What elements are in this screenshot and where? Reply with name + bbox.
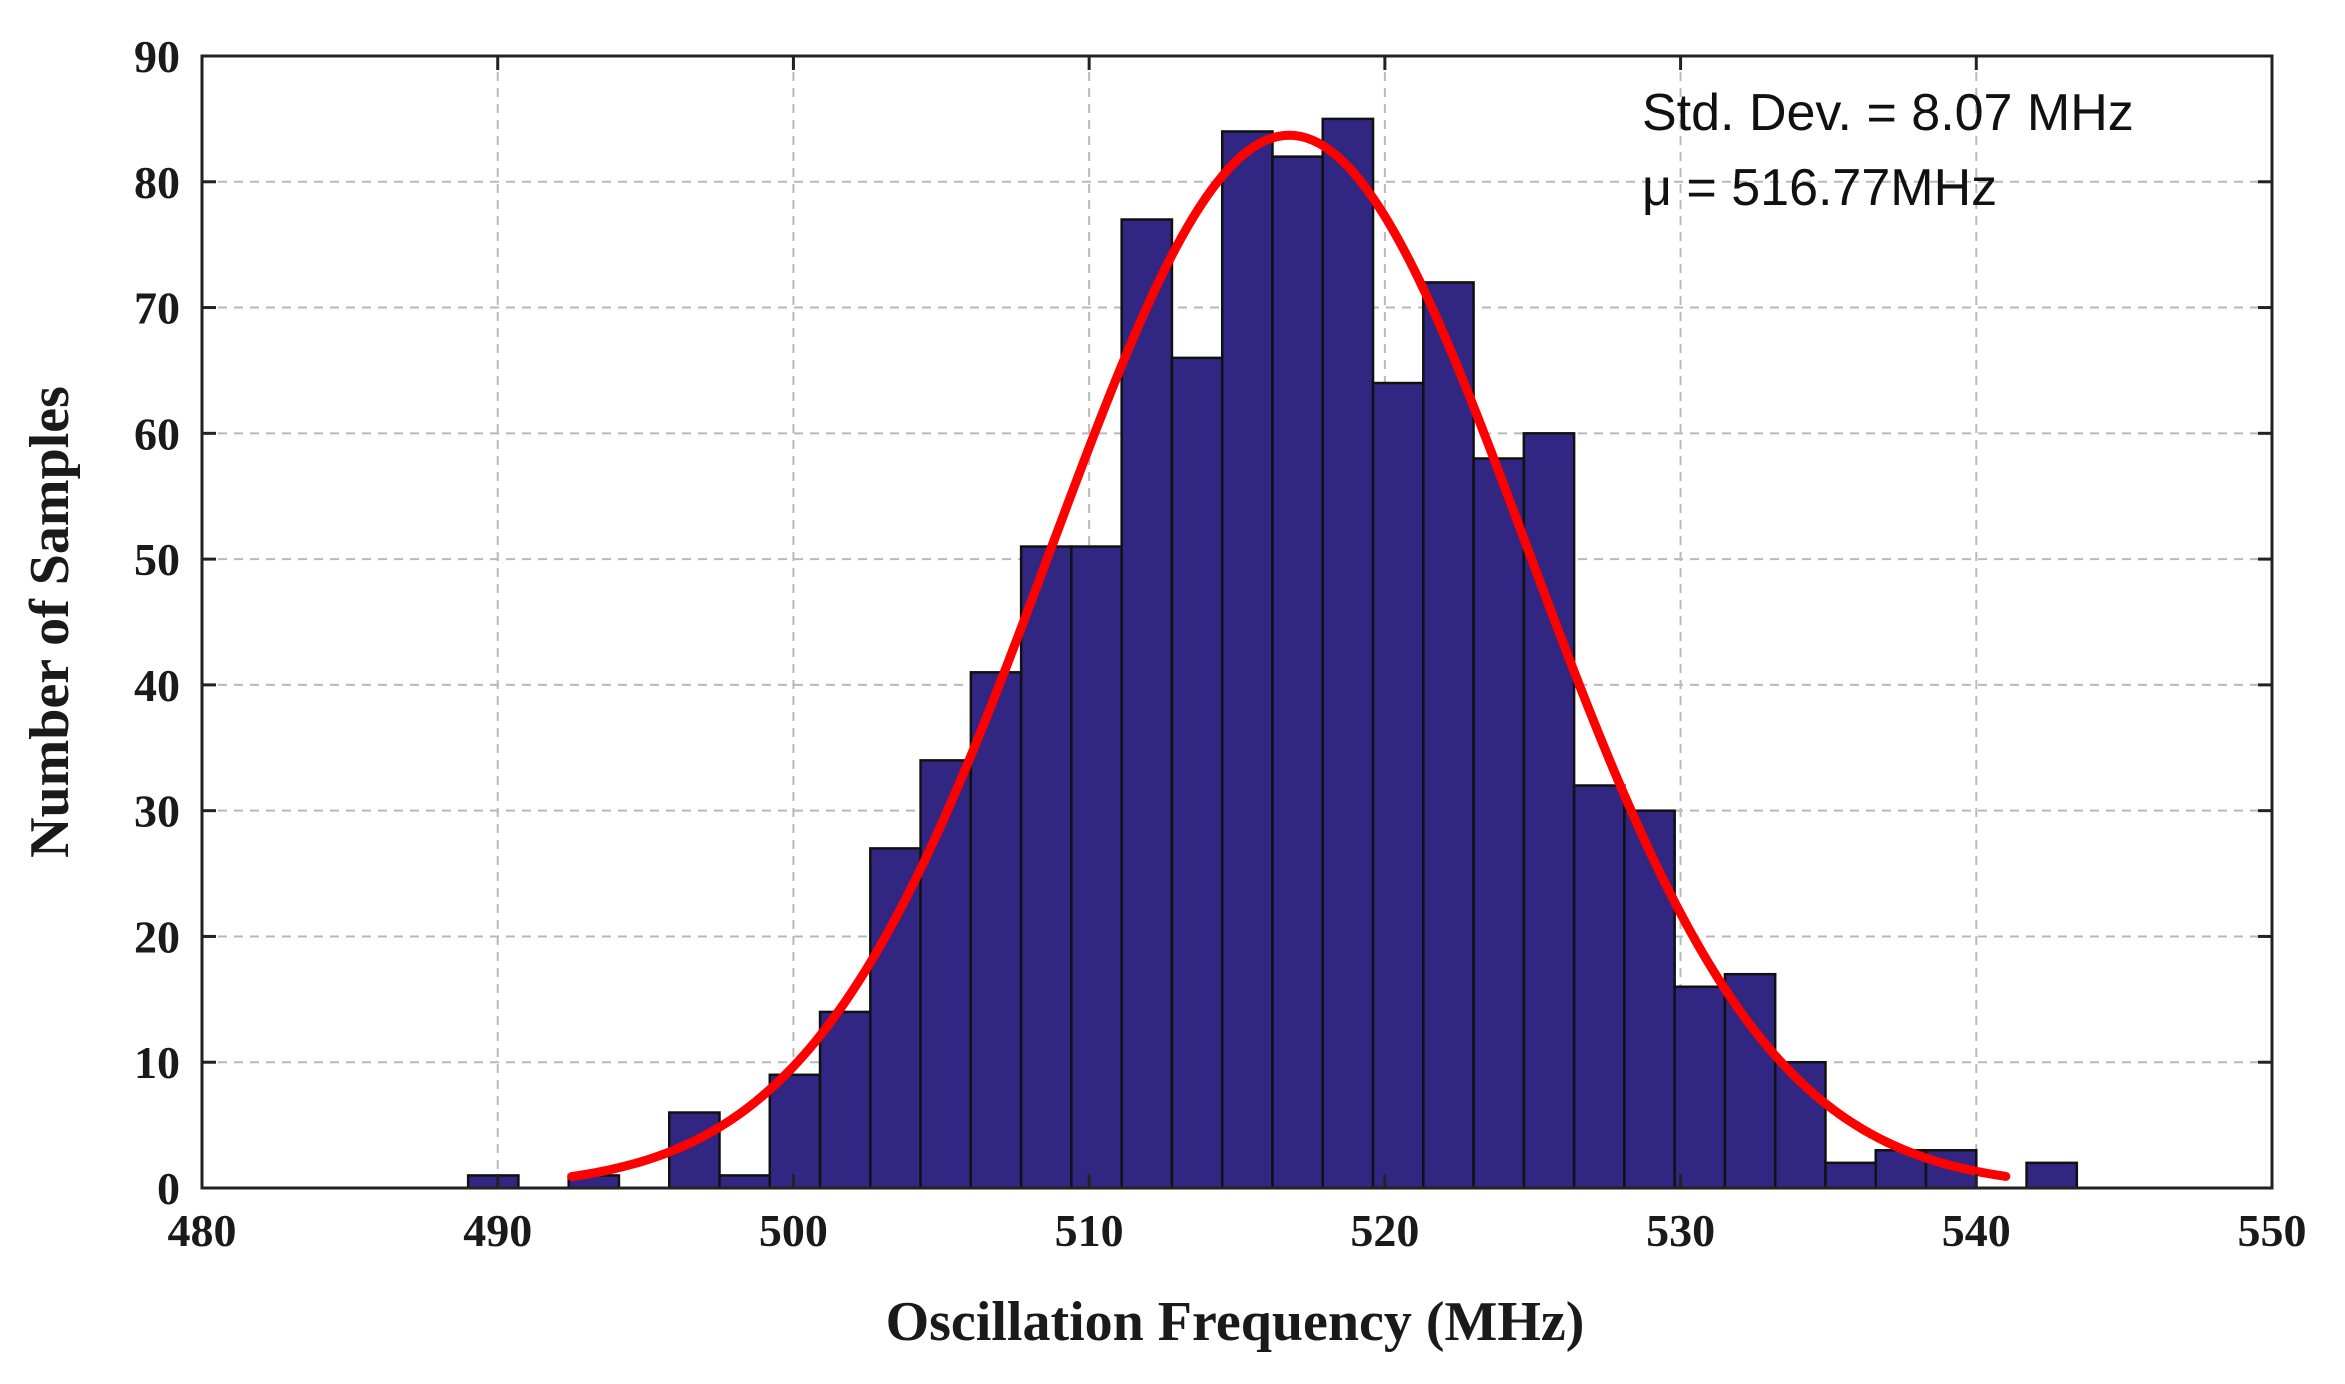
histogram-bar (667, 1111, 721, 1190)
y-tick-label: 40 (134, 660, 180, 711)
mean-annotation: μ = 516.77MHz (1642, 159, 1997, 217)
histogram-bar (1019, 545, 1073, 1190)
x-tick-label: 500 (759, 1205, 828, 1256)
histogram-bar (718, 1174, 772, 1190)
histogram-bar (818, 1010, 872, 1190)
histogram-bar (466, 1174, 520, 1190)
y-tick-label: 60 (134, 408, 180, 459)
plot-frame (200, 54, 2274, 1190)
x-tick-label: 480 (168, 1205, 237, 1256)
y-tick-label: 20 (134, 911, 180, 962)
histogram-bar (768, 1073, 822, 1190)
histogram-bar (1070, 545, 1123, 1190)
x-tick-label: 490 (463, 1205, 532, 1256)
y-tick-label: 0 (157, 1163, 180, 1214)
histogram-bar (1623, 809, 1676, 1190)
y-tick-label: 50 (134, 534, 180, 585)
histogram-bar (1170, 356, 1224, 1190)
histogram-bar (969, 671, 1023, 1190)
normal-fit-curve-layer (567, 130, 2011, 1182)
histogram-bar (1673, 985, 1727, 1190)
x-tick-label: 520 (1350, 1205, 1419, 1256)
axis-ticks (200, 54, 2274, 1190)
histogram-bar (919, 759, 973, 1190)
histogram-bar (1271, 155, 1325, 1190)
x-axis-tick-labels: 480 490 500 510 520 530 540 550 (168, 1205, 2307, 1256)
histogram-bar (1371, 381, 1425, 1190)
y-tick-label: 80 (134, 157, 180, 208)
y-tick-label: 70 (134, 283, 180, 334)
x-tick-label: 540 (1942, 1205, 2011, 1256)
normal-fit-curve (567, 130, 2011, 1182)
y-tick-label: 30 (134, 786, 180, 837)
x-tick-label: 550 (2238, 1205, 2307, 1256)
y-axis-tick-labels: 0 10 20 30 40 50 60 70 80 90 (134, 31, 180, 1214)
histogram-bar (1220, 130, 1274, 1190)
histogram-bar (1824, 1161, 1877, 1190)
y-tick-label: 10 (134, 1037, 180, 1088)
histogram-bar (869, 847, 922, 1190)
histogram-bar (1572, 784, 1626, 1190)
histogram-bar (1120, 218, 1174, 1190)
x-tick-label: 530 (1646, 1205, 1715, 1256)
std-dev-annotation: Std. Dev. = 8.07 MHz (1642, 84, 2134, 142)
histogram-bars (466, 117, 2079, 1190)
histogram-bar (2025, 1161, 2079, 1190)
x-axis-title: Oscillation Frequency (MHz) (886, 1291, 1585, 1353)
y-axis-title: Number of Samples (19, 386, 81, 858)
histogram-bar (1422, 281, 1475, 1190)
y-tick-label: 90 (134, 31, 180, 82)
histogram-bar (1472, 457, 1526, 1190)
x-tick-label: 510 (1055, 1205, 1124, 1256)
histogram-bar (1321, 117, 1375, 1190)
